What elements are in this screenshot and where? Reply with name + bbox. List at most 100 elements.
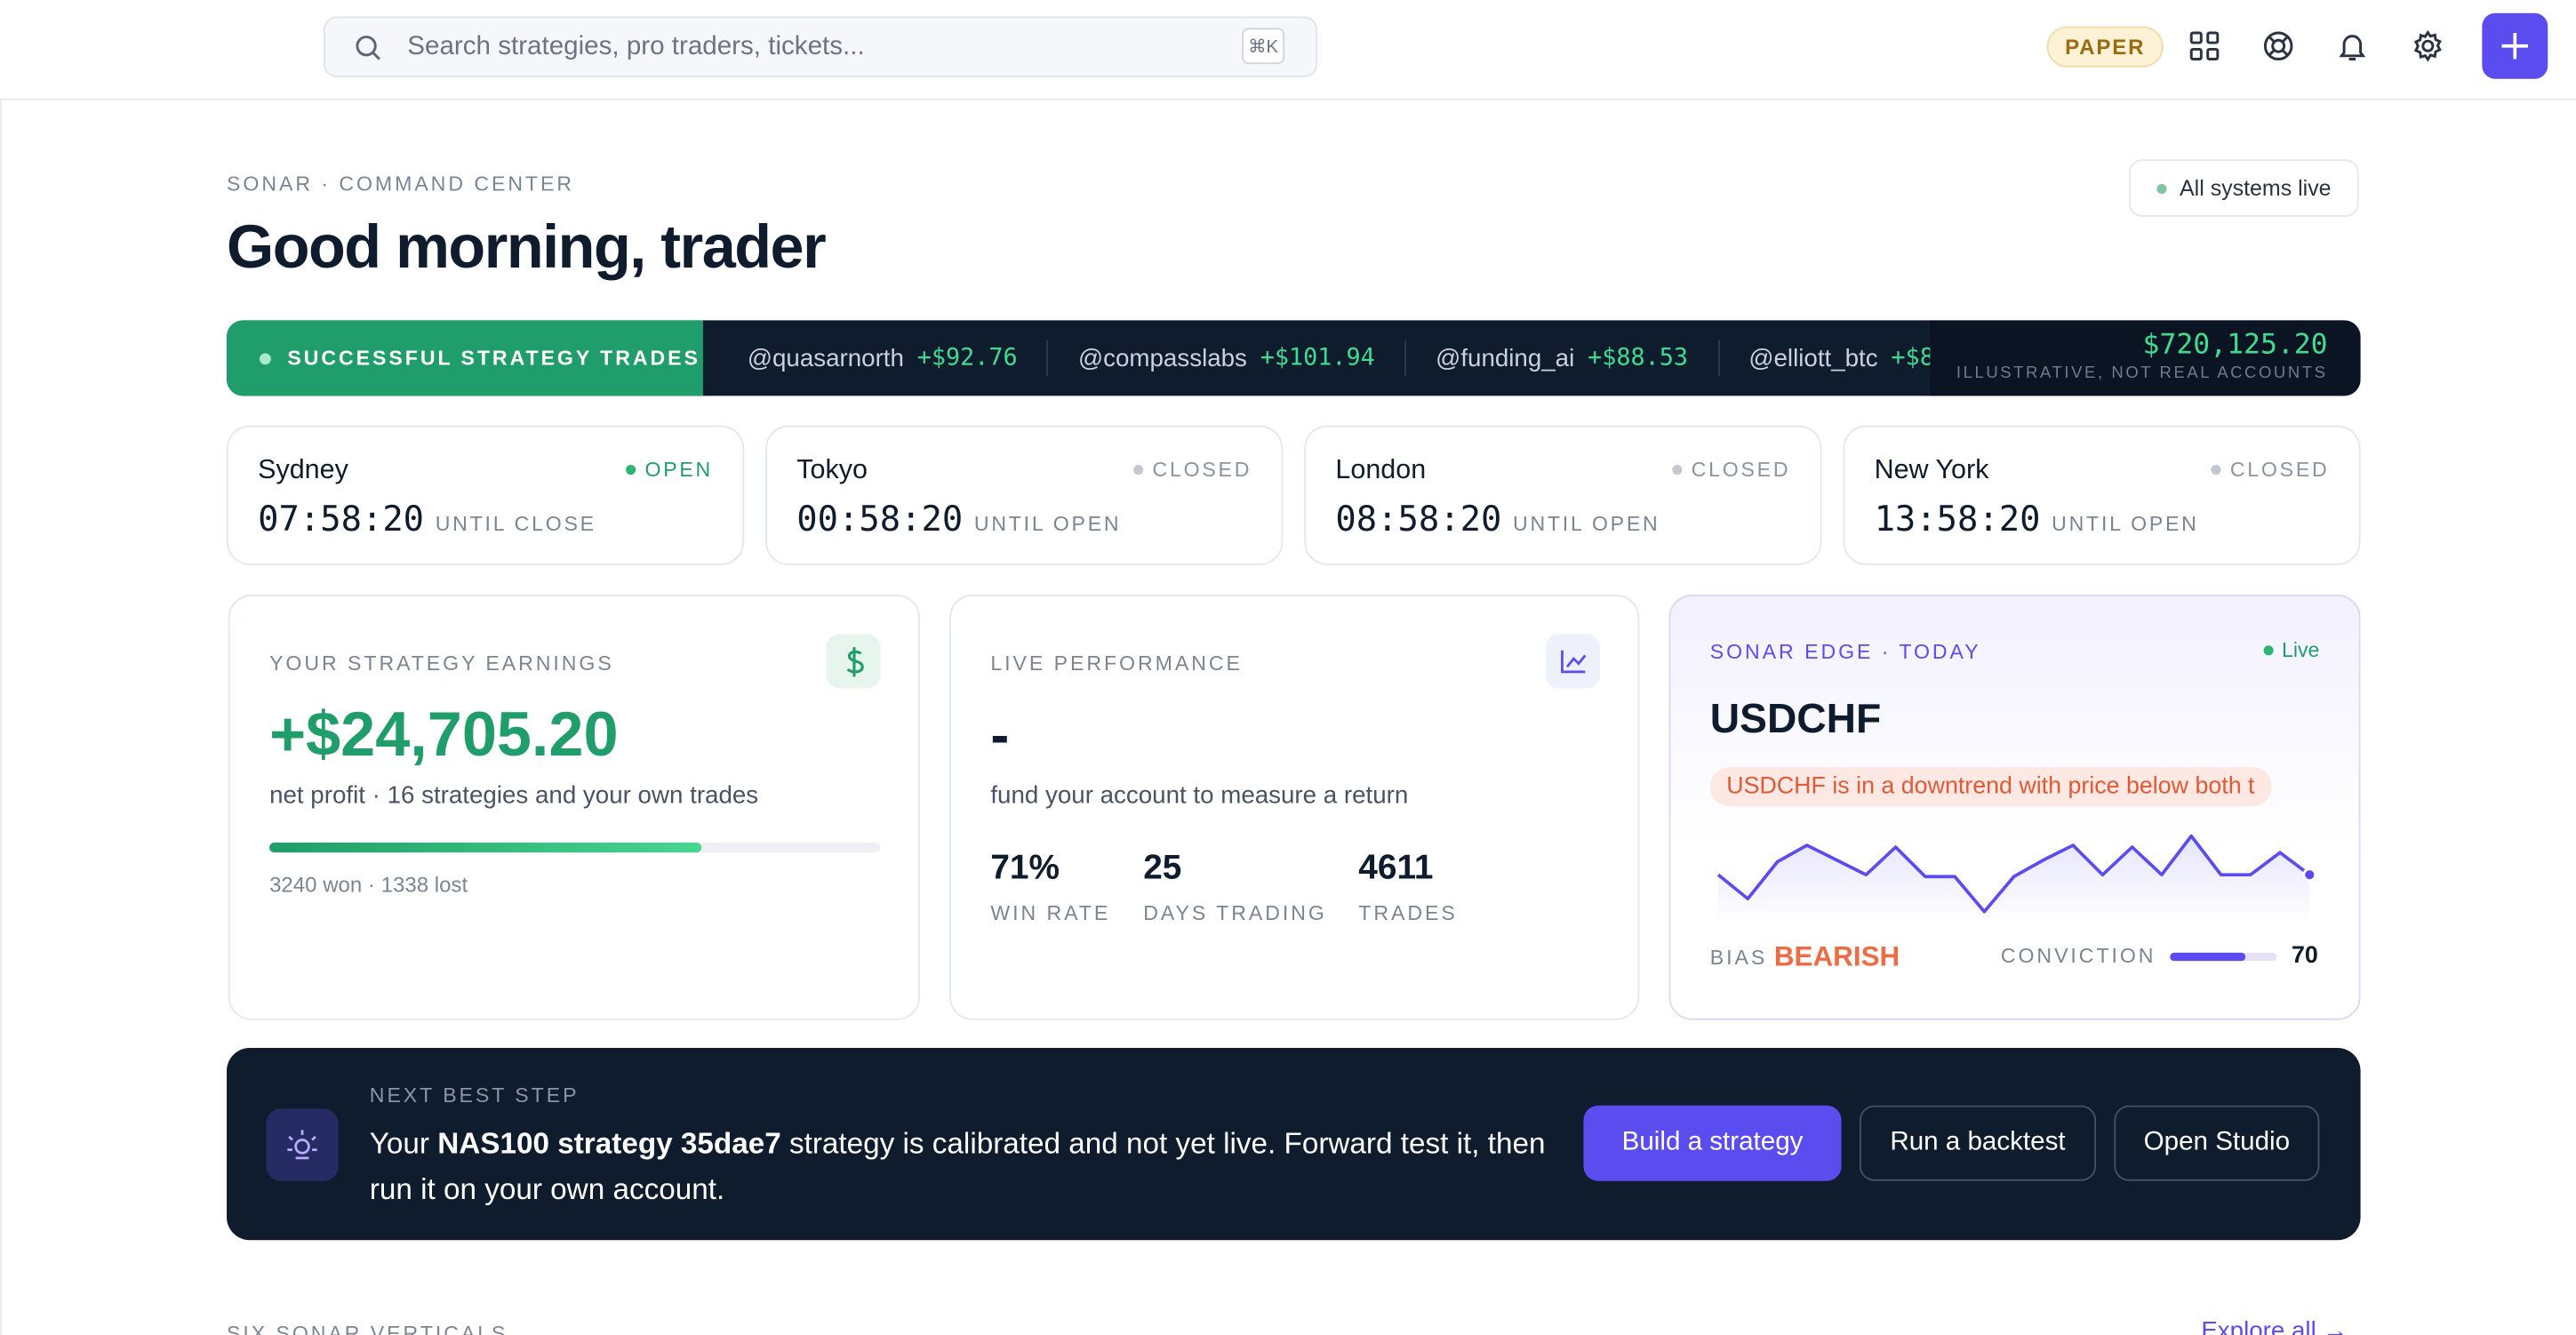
earnings-subtitle: net profit · 16 strategies and your own … — [269, 781, 759, 811]
ticker-item: @compasslabs +$101.94 — [1046, 340, 1404, 377]
ticker-amount: +$88.53 — [1588, 345, 1688, 372]
next-step-eyebrow: NEXT BEST STEP — [369, 1083, 580, 1107]
stat-value: 25 — [1143, 849, 1182, 887]
ticker: SUCCESSFUL STRATEGY TRADES @quasarnorth +… — [227, 320, 2361, 396]
section-title: SIX SONAR VERTICALS — [227, 1322, 508, 1335]
ticker-handle: @compasslabs — [1078, 344, 1247, 372]
next-step-icon — [266, 1108, 339, 1181]
action-button[interactable]: Build a strategy — [1583, 1105, 1842, 1181]
edge-symbol: USDCHF — [1709, 696, 1882, 743]
status-pill: All systems live — [2129, 159, 2359, 217]
notifications-icon[interactable] — [2336, 29, 2369, 62]
ticker-item: @elliott_btc +$85 — [1717, 340, 1930, 377]
session-status: CLOSED — [2210, 458, 2330, 482]
session-city: London — [1335, 454, 1427, 485]
ticker-handle: @quasarnorth — [747, 344, 904, 372]
ticker-items: @quasarnorth +$92.76 @compasslabs +$101.94 @… — [703, 320, 1930, 396]
status-text: All systems live — [2180, 175, 2332, 201]
page-title: Good morning, trader — [227, 213, 827, 282]
sparkline-dot — [2302, 867, 2317, 883]
session-card: New York CLOSED 13:58:20 UNTIL OPEN — [1843, 425, 2361, 565]
earnings-label: YOUR STRATEGY EARNINGS — [269, 652, 614, 675]
session-card: Tokyo CLOSED 00:58:20 UNTIL OPEN — [765, 425, 1284, 565]
ticker-handle: @elliott_btc — [1748, 344, 1878, 372]
performance-label: LIVE PERFORMANCE — [990, 652, 1243, 675]
chart-icon — [1561, 650, 1587, 674]
plus-icon — [2501, 32, 2529, 60]
ticker-total: $720,125.20 — [2142, 328, 2328, 362]
status-text: OPEN — [644, 458, 714, 482]
mode-pill[interactable]: PAPER — [2046, 26, 2164, 68]
earnings-record: 3240 won · 1338 lost — [269, 872, 468, 898]
status-text: CLOSED — [2229, 458, 2330, 482]
session-card: Sydney OPEN 07:58:20 UNTIL CLOSE — [227, 425, 745, 565]
earnings-icon — [826, 634, 881, 689]
ticker-label: SUCCESSFUL STRATEGY TRADES — [287, 346, 700, 370]
ticker-amount: +$101.94 — [1260, 345, 1375, 372]
conviction-label: CONVICTION — [2000, 944, 2156, 968]
create-button[interactable] — [2482, 12, 2548, 79]
ticker-label-box: SUCCESSFUL STRATEGY TRADES — [227, 320, 703, 396]
shortcut-badge: ⌘K — [1242, 28, 1285, 65]
conviction-track — [2170, 952, 2277, 962]
next-step-banner: NEXT BEST STEP Your NAS100 strategy 35da… — [227, 1048, 2361, 1241]
help-icon[interactable] — [2262, 29, 2295, 62]
session-until: UNTIL OPEN — [2052, 512, 2199, 536]
stat-value: 4611 — [1358, 849, 1434, 887]
bias-label: BIAS — [1709, 946, 1768, 970]
ticker-item: @quasarnorth +$92.76 — [703, 340, 1047, 377]
action-button[interactable]: Open Studio — [2114, 1105, 2320, 1181]
winloss-fill — [269, 843, 702, 853]
dollar-icon — [845, 646, 863, 676]
ticker-dot — [259, 352, 271, 364]
search-placeholder: Search strategies, pro traders, tickets.… — [407, 32, 865, 61]
session-time: 00:58:20 — [796, 499, 964, 540]
performance-card: LIVE PERFORMANCE - fund your account to … — [949, 594, 1640, 1020]
winloss-track — [269, 843, 881, 853]
search-box[interactable]: Search strategies, pro traders, tickets.… — [324, 16, 1318, 77]
settings-icon[interactable] — [2412, 29, 2444, 62]
bulb-icon — [287, 1130, 317, 1160]
session-status: OPEN — [625, 458, 714, 482]
stat-label: WIN RATE — [990, 901, 1111, 925]
edge-live: Live — [2263, 639, 2319, 662]
ticker-item: @funding_ai +$88.53 — [1404, 340, 1717, 377]
session-status: CLOSED — [1671, 459, 1791, 481]
ticker-handle: @funding_ai — [1436, 344, 1575, 372]
session-city: Sydney — [258, 454, 348, 485]
stat-label: DAYS TRADING — [1143, 901, 1327, 925]
action-button[interactable]: Run a backtest — [1859, 1105, 2097, 1181]
ticker-amount: +$85 — [1891, 345, 1930, 372]
eyebrow: SONAR · COMMAND CENTER — [227, 172, 575, 196]
status-text: CLOSED — [1152, 458, 1252, 482]
session-status: CLOSED — [1132, 458, 1252, 482]
status-dot — [1132, 464, 1143, 476]
session-time: 13:58:20 — [1874, 499, 2041, 540]
stat-value: 71% — [990, 849, 1060, 887]
earnings-value: +$24,705.20 — [269, 701, 619, 771]
apps-icon[interactable] — [2188, 29, 2221, 62]
status-dot — [2210, 464, 2220, 476]
session-time: 07:58:20 — [258, 499, 425, 540]
text-after: strategy is calibrated and not yet live.… — [369, 1126, 1546, 1206]
search-icon — [356, 36, 380, 60]
session-until: UNTIL OPEN — [973, 512, 1122, 536]
performance-icon — [1545, 634, 1600, 689]
bias-value: BEARISH — [1773, 940, 1900, 973]
session-card: London CLOSED 08:58:20 UNTIL OPEN — [1304, 425, 1822, 565]
edge-label: SONAR EDGE · TODAY — [1709, 640, 1981, 664]
edge-summary: USDCHF is in a downtrend with price belo… — [1709, 767, 2271, 807]
performance-value: - — [990, 704, 1010, 768]
ticker-total-box: $720,125.20 ILLUSTRATIVE, NOT REAL ACCOU… — [1930, 320, 2361, 396]
sparkline-area — [1718, 835, 2310, 925]
sparkline-line — [1716, 834, 2311, 914]
status-dot — [2156, 183, 2167, 194]
session-until: UNTIL CLOSE — [435, 512, 596, 536]
sparkline — [1716, 834, 2317, 925]
section-link[interactable]: Explore all → — [2201, 1317, 2348, 1335]
edge-card: SONAR EDGE · TODAY Live USDCHF USDCHF is… — [1668, 594, 2361, 1020]
text-before: Your — [369, 1126, 438, 1160]
session-time: 08:58:20 — [1335, 499, 1502, 540]
session-city: Tokyo — [796, 454, 868, 485]
